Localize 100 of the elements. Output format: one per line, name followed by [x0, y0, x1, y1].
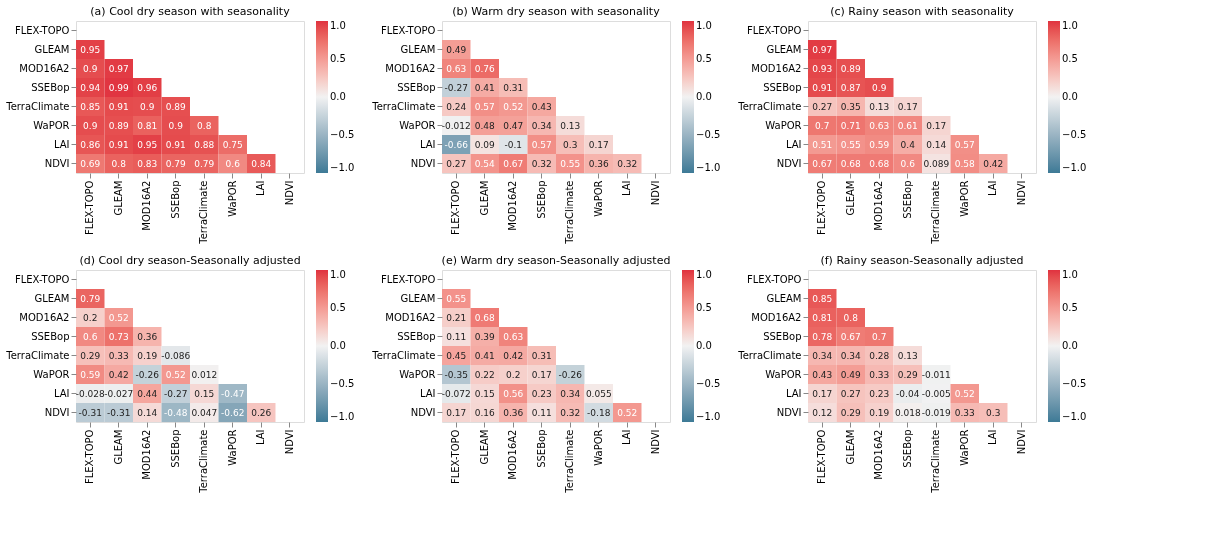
- data-label: 0.3: [986, 407, 1001, 418]
- data-label: 0.15: [474, 388, 495, 399]
- data-label: 0.68: [869, 158, 890, 169]
- data-label: 0.31: [503, 82, 524, 93]
- y-tick-label: MOD16A2: [19, 311, 70, 323]
- data-label: 0.19: [869, 407, 890, 418]
- x-tick-label: LAI: [255, 180, 267, 197]
- y-tick-label: MOD16A2: [19, 62, 70, 74]
- data-label: 0.32: [560, 407, 581, 418]
- data-label: 0.35: [840, 101, 861, 112]
- y-tick-label: NDVI: [410, 406, 436, 418]
- y-tick-label: GLEAM: [400, 292, 436, 304]
- chart-title: (a) Cool dry season with seasonality: [90, 5, 291, 18]
- x-tick-label: MOD16A2: [873, 429, 885, 480]
- x-tick-label: LAI: [255, 429, 267, 446]
- y-tick-label: GLEAM: [766, 43, 802, 55]
- chart-title: (c) Rainy season with seasonality: [830, 5, 1015, 18]
- y-tick-label: FLEX-TOPO: [380, 273, 436, 285]
- chart-title: (f) Rainy season-Seasonally adjusted: [820, 254, 1024, 267]
- data-label: 0.32: [617, 158, 638, 169]
- color-bar-label: 0.0: [696, 340, 712, 351]
- y-tick-label: WaPOR: [33, 368, 70, 380]
- data-label: 0.57: [531, 139, 552, 150]
- data-label: 0.99: [108, 82, 130, 93]
- data-label: 0.8: [111, 158, 127, 169]
- data-label: 0.67: [503, 158, 524, 169]
- y-tick-label: TerraClimate: [737, 349, 802, 361]
- data-label: 0.2: [83, 312, 98, 323]
- x-tick-label: TerraClimate: [564, 180, 576, 245]
- data-label: 0.89: [108, 120, 130, 131]
- x-tick-label: GLEAM: [478, 429, 490, 465]
- data-label: 0.54: [474, 158, 496, 169]
- data-label: 0.44: [137, 388, 158, 399]
- color-bar-label: −0.5: [330, 378, 355, 389]
- data-label: 0.85: [812, 293, 833, 304]
- data-label: 0.23: [531, 388, 552, 399]
- y-tick-label: TerraClimate: [5, 349, 70, 361]
- data-label: 0.6: [83, 331, 98, 342]
- data-label: 0.93: [812, 63, 833, 74]
- x-tick-label: GLEAM: [478, 180, 490, 216]
- x-tick-label: WaPOR: [226, 429, 238, 466]
- data-label: 0.52: [954, 388, 975, 399]
- data-label: 0.36: [588, 158, 610, 169]
- data-label: -0.31: [107, 407, 131, 418]
- data-label: 0.33: [954, 407, 975, 418]
- y-tick-label: FLEX-TOPO: [380, 24, 436, 36]
- x-tick-label: MOD16A2: [141, 180, 153, 231]
- data-label: 0.68: [474, 312, 496, 323]
- data-label: 0.55: [560, 158, 581, 169]
- chart-title: (e) Warm dry season-Seasonally adjusted: [441, 254, 671, 267]
- data-label: 0.42: [108, 369, 129, 380]
- data-label: 0.29: [897, 369, 919, 380]
- color-bar-label: 0.0: [696, 91, 712, 102]
- data-label: 0.67: [840, 331, 861, 342]
- data-label: 0.31: [531, 350, 552, 361]
- data-label: 0.39: [474, 331, 496, 342]
- data-label: 0.89: [840, 63, 862, 74]
- data-label: 0.78: [812, 331, 833, 342]
- color-bar-label: 1.0: [1062, 269, 1078, 280]
- x-tick-label: LAI: [987, 180, 999, 197]
- y-tick-label: NDVI: [410, 157, 436, 169]
- data-label: 0.67: [812, 158, 833, 169]
- data-label: 0.85: [80, 101, 101, 112]
- data-label: 0.36: [503, 407, 524, 418]
- y-tick-label: MOD16A2: [385, 311, 436, 323]
- data-label: 0.58: [954, 158, 976, 169]
- data-label: 0.21: [446, 312, 467, 323]
- data-label: -0.26: [135, 369, 160, 380]
- x-tick-label: WaPOR: [592, 180, 604, 217]
- x-tick-label: TerraClimate: [198, 429, 210, 494]
- data-label: 0.2: [506, 369, 521, 380]
- y-tick-label: NDVI: [776, 406, 802, 418]
- data-label: 0.49: [446, 44, 467, 55]
- data-label: 0.63: [503, 331, 524, 342]
- color-bar-label: −1.0: [696, 162, 721, 173]
- data-label: 0.13: [869, 101, 890, 112]
- color-bar-label: −1.0: [1062, 162, 1087, 173]
- data-label: 0.91: [812, 82, 833, 93]
- x-tick-label: SSEBop: [535, 180, 547, 219]
- data-label: 0.14: [137, 407, 158, 418]
- data-label: -0.04: [896, 388, 920, 399]
- data-label: 0.11: [531, 407, 552, 418]
- data-label: 0.7: [872, 331, 887, 342]
- x-tick-label: TerraClimate: [930, 180, 942, 245]
- data-label: 0.89: [165, 101, 187, 112]
- x-tick-label: MOD16A2: [507, 180, 519, 231]
- data-label: 0.36: [137, 331, 158, 342]
- data-label: 0.15: [194, 388, 215, 399]
- data-label: 0.9: [872, 82, 887, 93]
- data-label: 0.95: [137, 139, 158, 150]
- data-label: -0.26: [558, 369, 583, 380]
- x-tick-label: NDVI: [649, 429, 661, 455]
- y-tick-label: FLEX-TOPO: [746, 24, 802, 36]
- data-label: 0.19: [137, 350, 158, 361]
- x-tick-label: SSEBop: [169, 429, 181, 468]
- color-bar-label: −1.0: [330, 411, 355, 422]
- data-label: 0.71: [840, 120, 861, 131]
- data-label: 0.91: [108, 101, 129, 112]
- data-label: 0.28: [869, 350, 890, 361]
- data-label: 0.73: [108, 331, 129, 342]
